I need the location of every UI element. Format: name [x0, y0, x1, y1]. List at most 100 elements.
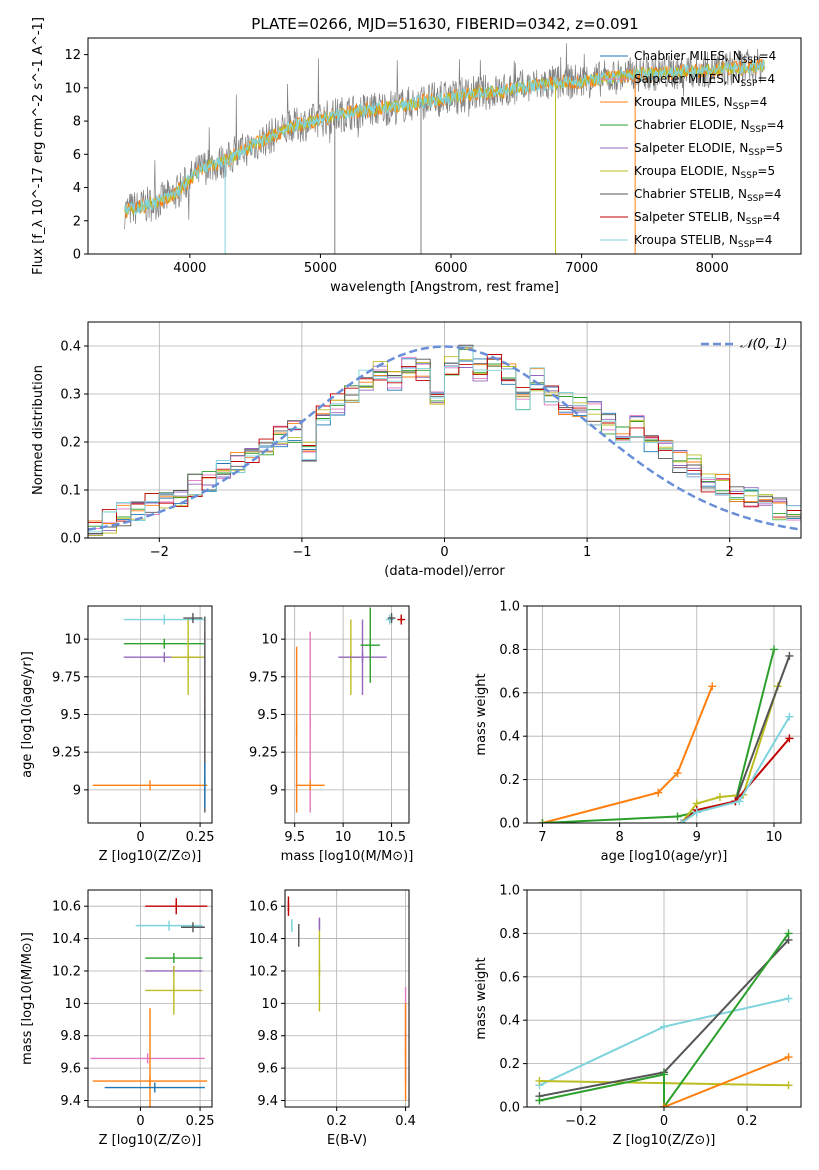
y-tick-label: 1.0 — [499, 884, 520, 899]
errorbar-point — [92, 780, 208, 791]
legend-entry: Kroupa MILES, NSSP=4 — [634, 95, 767, 112]
errorbar-point — [90, 1053, 205, 1064]
x-tick-label: 9 — [693, 830, 701, 845]
y-axis-label: age [log10(age/yr)] — [20, 651, 35, 778]
errorbar-point — [145, 953, 203, 964]
y-tick-label: 9.5 — [60, 708, 81, 723]
y-tick-label: 0.2 — [499, 1057, 520, 1072]
x-tick-label: 0 — [440, 545, 448, 560]
errorbar-point — [387, 613, 396, 624]
y-tick-label: 4 — [73, 181, 81, 196]
legend-entry: Kroupa STELIB, NSSP=4 — [634, 233, 772, 250]
y-tick-label: 10 — [64, 81, 81, 96]
y-tick-label: 0.2 — [499, 773, 520, 788]
errorbar-point — [338, 619, 387, 695]
x-tick-label: 7 — [538, 830, 546, 845]
model-spectrum — [124, 60, 765, 215]
x-tick-label: 10.5 — [377, 830, 406, 845]
x-tick-label: 1 — [583, 545, 591, 560]
model-spectrum — [124, 59, 765, 216]
y-axis-label: mass weight — [474, 673, 489, 755]
panel-residuals: −2 −1 0 1 2 0.0 0.1 0.2 0.3 0.4 (data-model)/error… — [31, 321, 802, 579]
x-axis-label: Z [log10(Z/Z⊙)] — [99, 849, 202, 864]
weight-marker — [660, 1070, 668, 1079]
weight-marker — [784, 1053, 793, 1062]
y-tick-label: 0.1 — [60, 484, 81, 499]
errorbar-point — [171, 619, 205, 695]
plot-area-age_vs_mass — [295, 607, 406, 813]
axes-frame — [87, 37, 802, 255]
x-tick-label: 8 — [615, 830, 623, 845]
y-tick-label: 0.4 — [60, 340, 81, 355]
x-axis-label: Z [log10(Z/Z⊙)] — [613, 1133, 716, 1148]
x-tick-label: 4000 — [173, 261, 206, 276]
weight-marker — [735, 797, 744, 806]
errorbar-point — [397, 614, 406, 625]
panel-age_vs_Z: 0 0.25 9 9.25 9.5 9.75 10 Z [log10(Z/Z⊙)] age [l… — [20, 605, 215, 864]
x-tick-label: 0.25 — [186, 1114, 215, 1129]
weight-line — [539, 932, 790, 1107]
x-tick-label: −2 — [150, 545, 169, 560]
y-tick-label: 0.4 — [499, 730, 520, 745]
y-tick-label: 0.0 — [499, 1101, 520, 1116]
y-tick-label: 9.8 — [257, 1029, 278, 1044]
weight-marker — [692, 808, 701, 817]
weight-marker — [538, 819, 547, 823]
panel-weight_vs_age: 7 8 9 10 0.0 0.2 0.4 0.6 0.8 1.0 age [log10(age/yr… — [474, 600, 802, 864]
weight-marker — [708, 682, 717, 691]
y-tick-label: 9.75 — [52, 670, 81, 685]
plot-area-residuals — [88, 344, 801, 537]
y-tick-label: 6 — [73, 148, 81, 163]
legend: Chabrier MILES, NSSP=4 Salpeter MILES, NS… — [600, 49, 784, 250]
errorbar-point — [104, 1082, 205, 1093]
y-tick-label: 10.2 — [249, 964, 278, 979]
axes-frame — [526, 605, 802, 824]
weight-marker — [654, 788, 663, 797]
y-tick-label: 9.5 — [257, 708, 278, 723]
legend-entry: Chabrier MILES, NSSP=4 — [634, 49, 776, 66]
panel-mass_vs_EBV: 0.2 0.4 9.4 9.6 9.8 10 10.2 10.4 10.6 E(B-V) — [249, 889, 416, 1148]
errorbar-point — [385, 614, 394, 625]
weight-marker — [769, 645, 778, 654]
errorbar-point — [145, 966, 203, 1015]
weight-marker — [784, 1081, 793, 1090]
errorbar-point — [123, 638, 205, 649]
weight-marker — [535, 1096, 544, 1105]
y-tick-label: 0.6 — [499, 686, 520, 701]
panel-weight_vs_Z: −0.2 0 0.2 0.0 0.2 0.4 0.6 0.8 1.0 Z [log10(Z/Z⊙)… — [474, 884, 802, 1148]
x-tick-label: 0.2 — [737, 1114, 758, 1129]
x-tick-label: 8000 — [696, 261, 729, 276]
histogram-step — [88, 346, 801, 533]
x-tick-label: 0 — [136, 1114, 144, 1129]
axes-frame — [284, 889, 410, 1108]
x-tick-label: 2 — [726, 545, 734, 560]
y-tick-label: 2 — [73, 214, 81, 229]
y-tick-label: 10.4 — [249, 932, 278, 947]
y-tick-label: 0.2 — [60, 436, 81, 451]
y-tick-label: 10 — [64, 633, 81, 648]
legend-entry: Kroupa ELODIE, NSSP=5 — [634, 164, 775, 181]
y-tick-label: 10.2 — [52, 964, 81, 979]
y-tick-label: 9.25 — [249, 746, 278, 761]
x-axis-label: wavelength [Angstrom, rest frame] — [330, 280, 559, 295]
weight-marker — [660, 1022, 668, 1031]
weight-line — [663, 1056, 789, 1107]
x-tick-label: 10 — [766, 830, 783, 845]
y-axis-label: mass weight — [474, 957, 489, 1039]
errorbar-point — [360, 607, 380, 683]
legend-entry: Salpeter MILES, NSSP=4 — [634, 72, 775, 89]
y-tick-label: 1.0 — [499, 600, 520, 615]
legend-entry: Chabrier ELODIE, NSSP=4 — [634, 118, 784, 135]
y-tick-label: 9.8 — [60, 1029, 81, 1044]
y-tick-label: 0.6 — [499, 970, 520, 985]
weight-line — [680, 716, 791, 823]
x-tick-label: −0.2 — [565, 1114, 597, 1129]
y-tick-label: 10.6 — [52, 900, 81, 915]
x-tick-label: 5000 — [304, 261, 337, 276]
figure-title: PLATE=0266, MJD=51630, FIBERID=0342, z=0… — [251, 15, 638, 33]
y-tick-label: 10.6 — [249, 900, 278, 915]
y-tick-label: 9.6 — [60, 1062, 81, 1077]
weight-line — [542, 685, 714, 823]
y-axis-label: mass [log10(M/M⊙)] — [20, 932, 35, 1065]
